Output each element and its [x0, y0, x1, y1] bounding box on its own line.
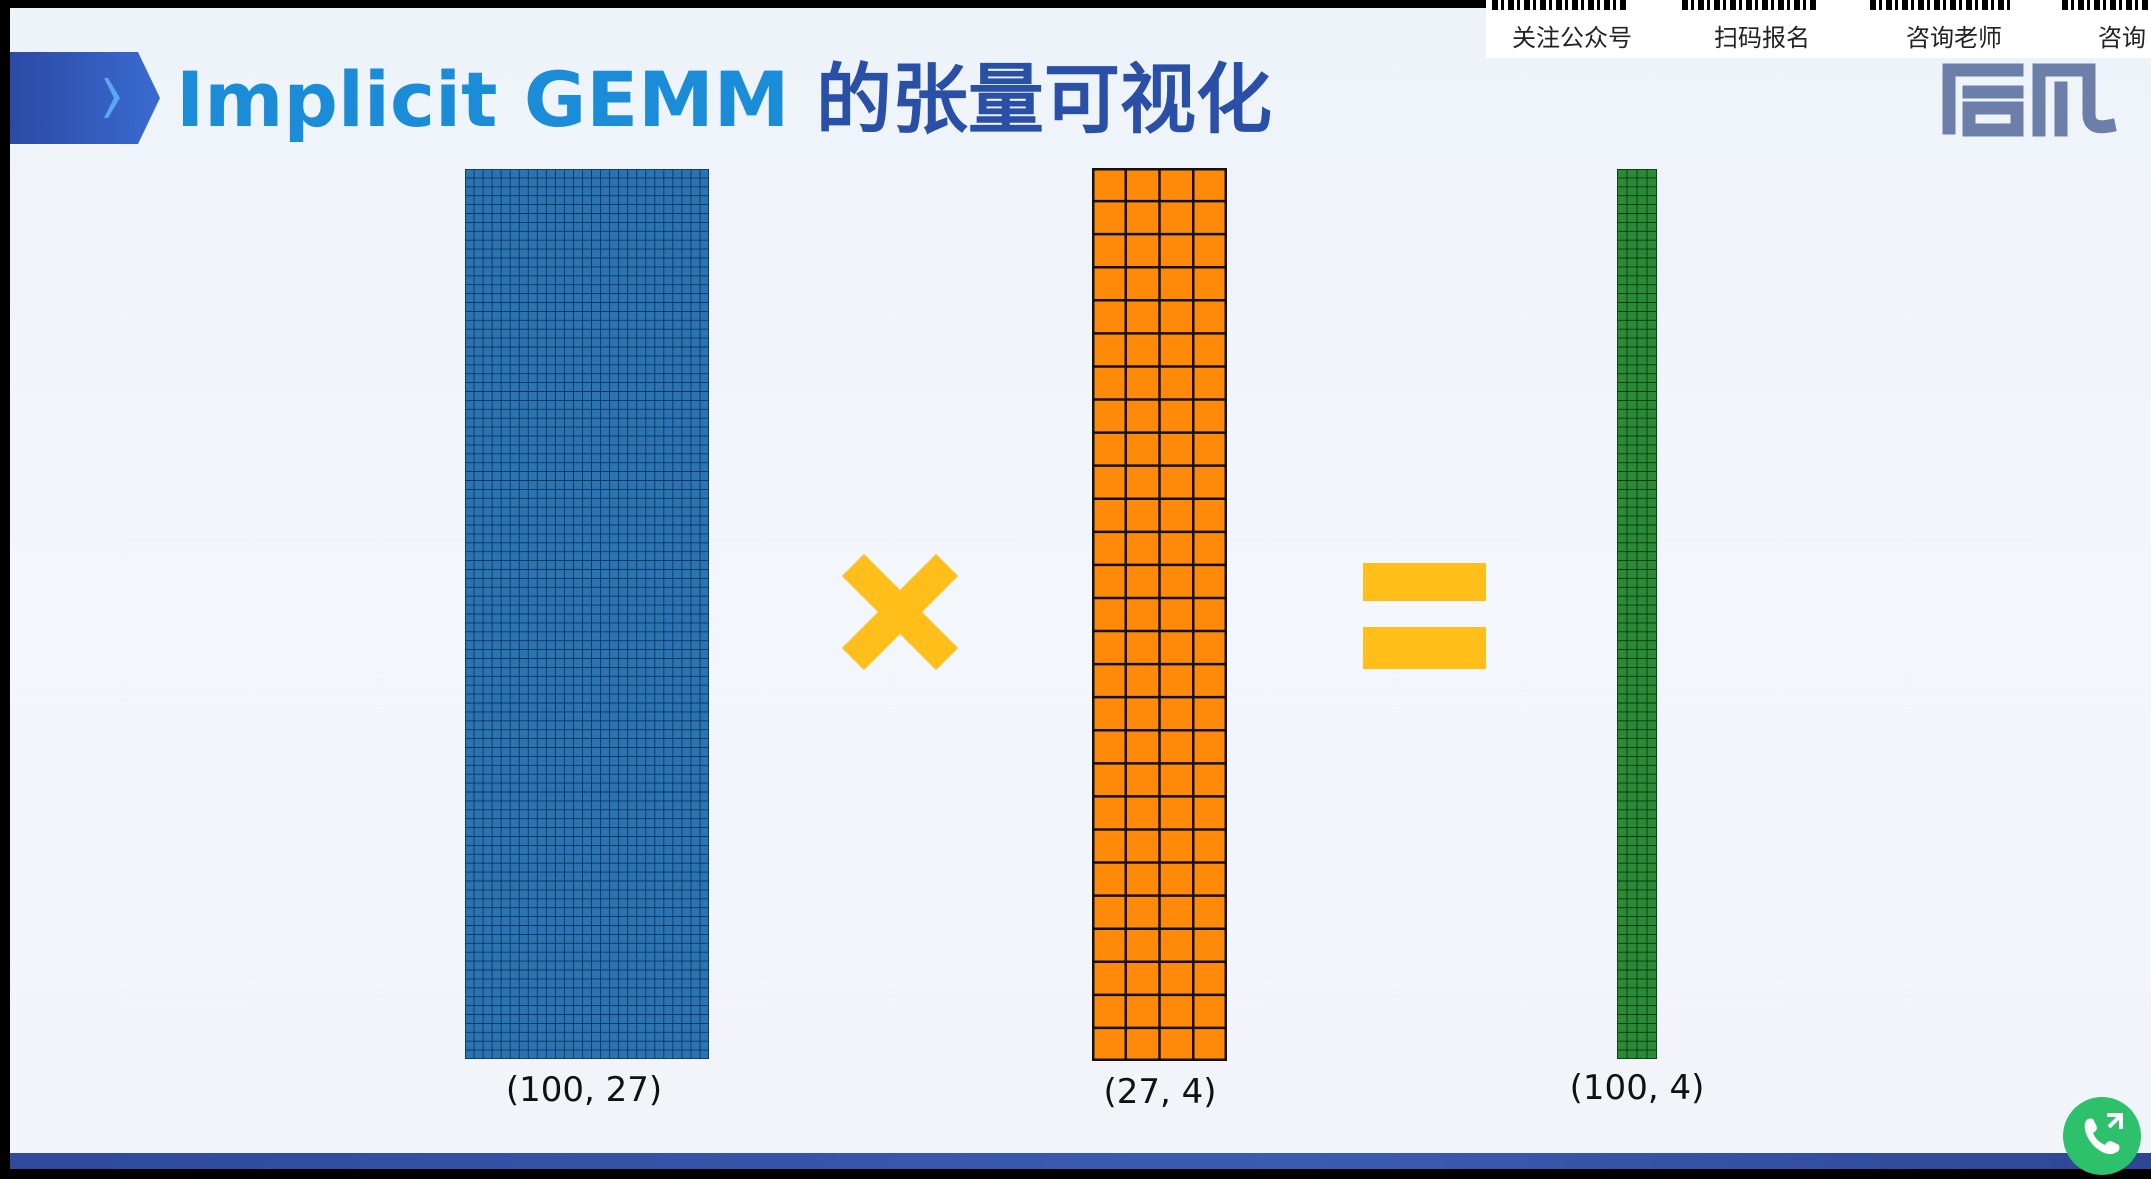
slide: Implicit GEMM 的张量可视化 (100, 27) (27, 4) (… [10, 8, 2151, 1169]
qr-label-register[interactable]: 扫码报名 [1714, 24, 1810, 52]
weight-matrix-shape-label: (27, 4) [1103, 1072, 1217, 1112]
qr-code-bar: 关注公众号 扫码报名 咨询老师 咨询 [1486, 0, 2151, 58]
qr-code-icon[interactable] [1682, 0, 1816, 10]
matrix-grid-lines [1617, 169, 1657, 1059]
multiply-icon [842, 554, 958, 670]
phone-icon [2084, 1113, 2123, 1155]
qr-code-icon[interactable] [1870, 0, 2010, 10]
equals-icon [1363, 563, 1486, 669]
slide-title: Implicit GEMM 的张量可视化 [176, 50, 1272, 150]
matrix-grid-lines [465, 169, 709, 1059]
brand-logo [1942, 63, 2117, 137]
output-matrix-shape-label: (100, 4) [1569, 1068, 1705, 1108]
title-arrow-icon [10, 52, 160, 144]
qr-label-follow[interactable]: 关注公众号 [1512, 24, 1632, 52]
qr-code-icon[interactable] [1492, 0, 1628, 10]
qr-label-consult[interactable]: 咨询老师 [1906, 24, 2002, 52]
input-matrix [465, 169, 709, 1059]
input-matrix-shape-label: (100, 27) [505, 1070, 663, 1110]
footer-band [10, 1153, 2151, 1169]
matrix-grid-lines [1092, 168, 1227, 1061]
qr-label-consult-2[interactable]: 咨询 [2098, 24, 2146, 52]
weight-matrix [1092, 168, 1227, 1061]
phone-call-button[interactable] [2063, 1097, 2141, 1175]
slide-title-latin: Implicit GEMM [176, 55, 816, 144]
qr-code-icon[interactable] [2062, 0, 2151, 10]
slide-title-chinese: 的张量可视化 [815, 55, 1272, 144]
output-matrix [1617, 169, 1657, 1059]
